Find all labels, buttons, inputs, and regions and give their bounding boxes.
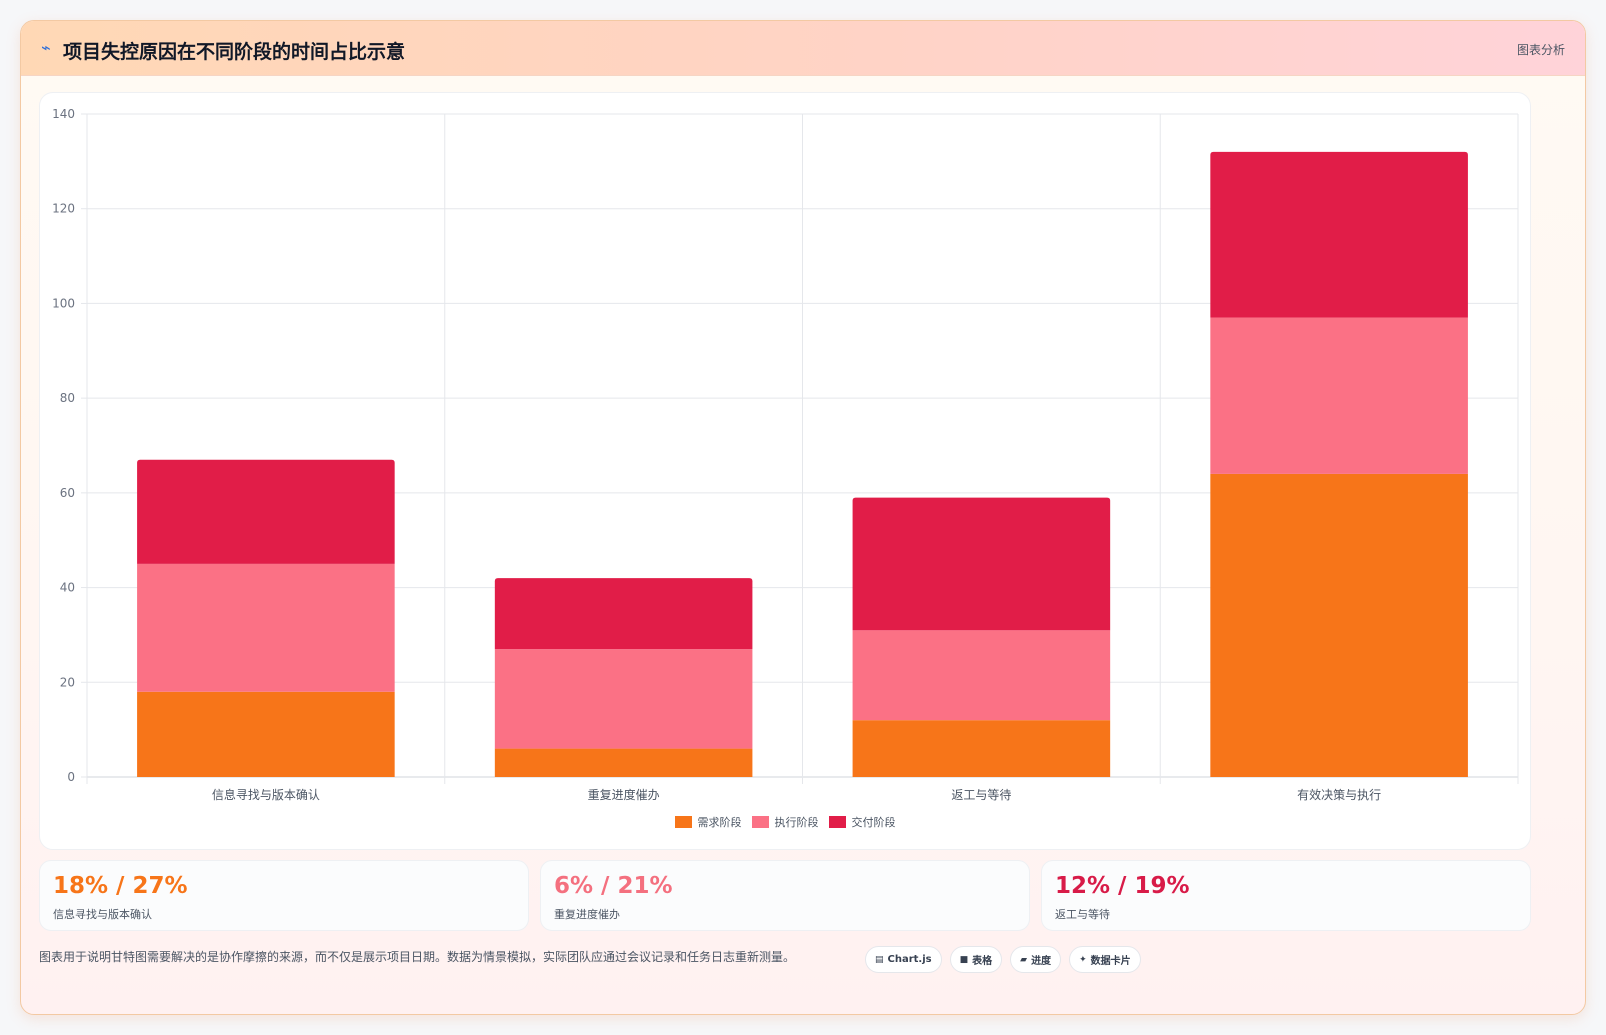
bar-segment xyxy=(1210,151,1468,318)
y-tick-label: 120 xyxy=(52,202,75,216)
stat-label: 返工与等待 xyxy=(1055,908,1110,921)
bar-segment xyxy=(494,578,753,650)
bar-segment xyxy=(137,691,395,777)
bar-segment xyxy=(852,497,1111,631)
sparkle-icon: ✦ xyxy=(1079,954,1087,965)
legend-label: 执行阶段 xyxy=(774,816,819,829)
bar-segment xyxy=(137,459,395,564)
bar-segment xyxy=(852,720,1111,777)
chip-label: Chart.js xyxy=(887,954,932,965)
x-tick-label: 有效决策与执行 xyxy=(1297,787,1381,802)
legend-swatch xyxy=(751,816,769,828)
y-tick-label: 0 xyxy=(67,770,75,784)
stat-label: 重复进度催办 xyxy=(554,908,620,921)
chart-icon: ▤ xyxy=(875,954,884,965)
y-tick-label: 20 xyxy=(60,675,75,689)
chip-table[interactable]: ■ 表格 xyxy=(949,946,1003,973)
stat-card: 12% / 19% 返工与等待 xyxy=(1041,860,1531,931)
legend-swatch xyxy=(828,816,846,828)
y-tick-label: 100 xyxy=(52,296,75,310)
x-tick-label: 重复进度催办 xyxy=(588,787,660,802)
legend-item[interactable]: 需求阶段 xyxy=(674,814,742,830)
stat-value: 12% / 19% xyxy=(1055,873,1190,899)
chip-chartjs[interactable]: ▤ Chart.js xyxy=(865,946,942,973)
stat-card: 18% / 27% 信息寻找与版本确认 xyxy=(39,860,529,931)
x-tick-label: 返工与等待 xyxy=(951,788,1011,802)
progress-icon: ▰ xyxy=(1020,954,1028,965)
y-tick-label: 40 xyxy=(60,581,75,595)
y-tick-label: 140 xyxy=(52,107,75,121)
legend-item[interactable]: 交付阶段 xyxy=(828,814,896,830)
bar-segment xyxy=(852,630,1111,721)
chart-legend: 需求阶段 执行阶段 交付阶段 xyxy=(40,814,1530,830)
chart-footnote: 图表用于说明甘特图需要解决的是协作摩擦的来源，而不仅是展示项目日期。数据为情景模… xyxy=(39,950,796,964)
chip-label: 数据卡片 xyxy=(1090,956,1131,967)
legend-label: 交付阶段 xyxy=(851,816,896,829)
page-title: 项目失控原因在不同阶段的时间占比示意 xyxy=(63,41,406,63)
legend-item[interactable]: 执行阶段 xyxy=(751,814,819,830)
stat-value: 18% / 27% xyxy=(53,873,188,899)
bar-segment xyxy=(494,649,753,749)
y-tick-label: 80 xyxy=(60,391,75,405)
chip-progress[interactable]: ▰ 进度 xyxy=(1010,946,1062,973)
legend-label: 需求阶段 xyxy=(697,816,742,829)
chart-card: ⌁ 项目失控原因在不同阶段的时间占比示意 图表分析 0 20 40 60 80 100 12… xyxy=(20,20,1586,1015)
stat-label: 信息寻找与版本确认 xyxy=(53,908,152,921)
legend-swatch xyxy=(674,816,692,828)
stat-card: 6% / 21% 重复进度催办 xyxy=(540,860,1030,931)
pulse-icon: ⌁ xyxy=(41,38,51,57)
bar-segment xyxy=(1210,317,1468,474)
card-header: ⌁ 项目失控原因在不同阶段的时间占比示意 图表分析 xyxy=(21,21,1585,76)
stat-value: 6% / 21% xyxy=(554,873,673,899)
y-tick-label: 60 xyxy=(60,486,75,500)
chip-data-cards[interactable]: ✦ 数据卡片 xyxy=(1069,946,1141,973)
chip-label: 表格 xyxy=(972,956,993,967)
stacked-bar-chart: 0 20 40 60 80 100 120 140 信息寻找与版本确认 重复进度催办 返工与等待 有效… xyxy=(52,107,1519,802)
chip-label: 进度 xyxy=(1031,956,1052,967)
chart-panel: 0 20 40 60 80 100 120 140 信息寻找与版本确认 重复进度催办 返工与等待 有效… xyxy=(39,92,1531,850)
header-tag: 图表分析 xyxy=(1516,43,1565,57)
bar-segment xyxy=(1210,473,1468,777)
x-tick-label: 信息寻找与版本确认 xyxy=(212,787,320,802)
tech-chips: ▤ Chart.js ■ 表格 ▰ 进度 ✦ 数据卡片 xyxy=(865,946,1141,973)
table-icon: ■ xyxy=(959,954,969,965)
bar-segment xyxy=(494,748,753,777)
bar-segment xyxy=(137,563,395,692)
